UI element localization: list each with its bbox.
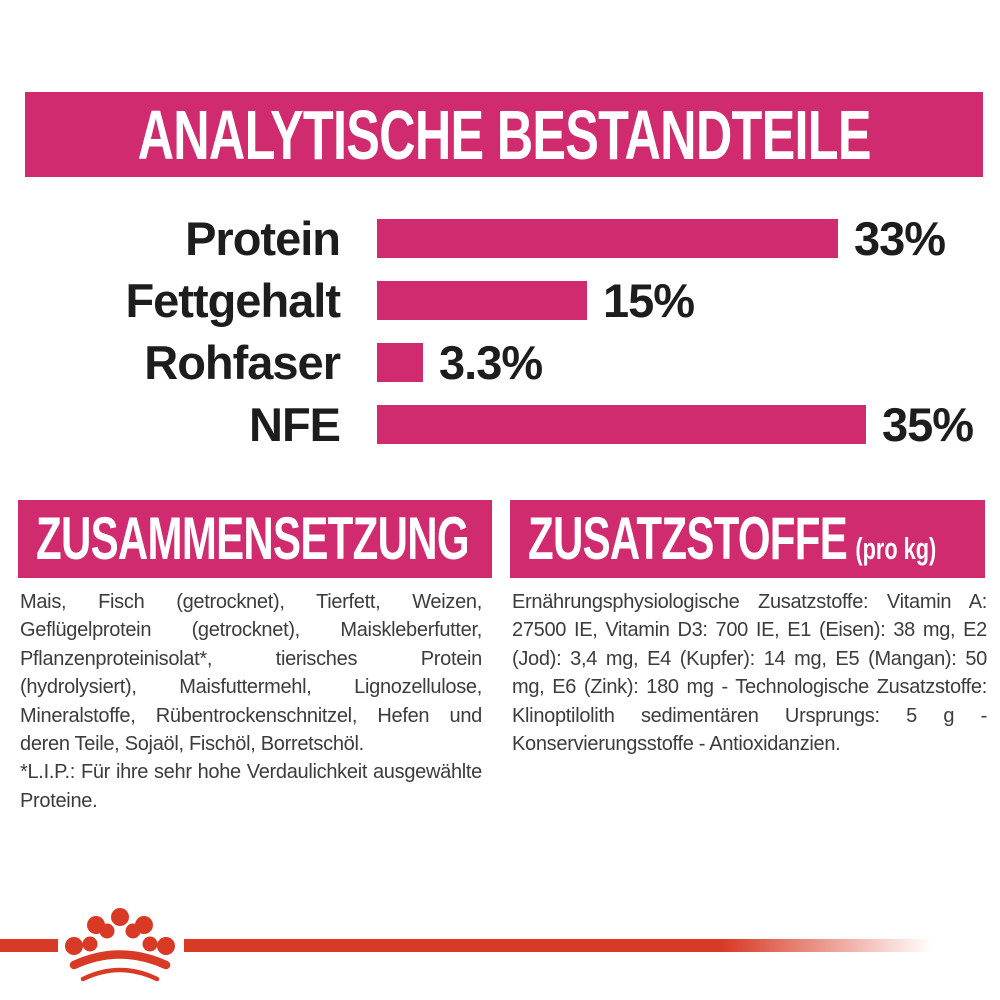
additives-text-block: Ernährungsphysiologische Zusatzstoffe: V… <box>512 588 987 758</box>
additives-title: ZUSATZSTOFFE (pro kg) <box>528 509 936 569</box>
additives-title-text: ZUSATZSTOFFE <box>528 505 848 572</box>
bar-protein <box>377 218 838 258</box>
bar-chart: Protein 33% Fettgehalt 15% Rohfaser 3.3% NFE 35… <box>0 207 1000 455</box>
page-title: ANALYTISCHE BESTANDTEILE <box>137 95 871 174</box>
additives-header: ZUSATZSTOFFE (pro kg) <box>510 500 985 578</box>
chart-row-nfe: NFE 35% <box>0 393 1000 455</box>
additives-body: Ernährungsphysiologische Zusatzstoffe: V… <box>512 591 987 756</box>
bar-rohfaser <box>377 342 423 382</box>
chart-row-fettgehalt: Fettgehalt 15% <box>0 269 1000 331</box>
brand-line-left <box>0 939 58 952</box>
chart-row-protein: Protein 33% <box>0 207 1000 269</box>
composition-header: ZUSAMMENSETZUNG <box>18 500 492 578</box>
bar-value-label: 15% <box>603 273 695 327</box>
composition-title: ZUSAMMENSETZUNG <box>36 505 470 572</box>
composition-footnote: *L.I.P.: Für ihre sehr hohe Verdaulichke… <box>20 761 482 812</box>
bar-nfe <box>377 404 866 444</box>
bar-value-label: 3.3% <box>439 335 543 389</box>
bar-category-label: Protein <box>185 211 341 265</box>
bar-category-label: NFE <box>249 397 341 451</box>
royal-canin-crown-icon <box>65 908 175 982</box>
composition-title-text: ZUSAMMENSETZUNG <box>36 505 470 572</box>
composition-body: Mais, Fisch (getrocknet), Tierfett, Weiz… <box>20 591 482 756</box>
bar-fettgehalt <box>377 280 587 320</box>
composition-text-block: Mais, Fisch (getrocknet), Tierfett, Weiz… <box>20 588 482 815</box>
brand-line-right <box>184 939 932 952</box>
analytical-components-banner: ANALYTISCHE BESTANDTEILE <box>25 92 983 177</box>
bar-value-label: 35% <box>882 397 974 451</box>
chart-row-rohfaser: Rohfaser 3.3% <box>0 331 1000 393</box>
bar-category-label: Fettgehalt <box>125 273 341 327</box>
bar-value-label: 33% <box>854 211 946 265</box>
bar-category-label: Rohfaser <box>144 335 341 389</box>
additives-title-suffix: (pro kg) <box>855 531 937 566</box>
